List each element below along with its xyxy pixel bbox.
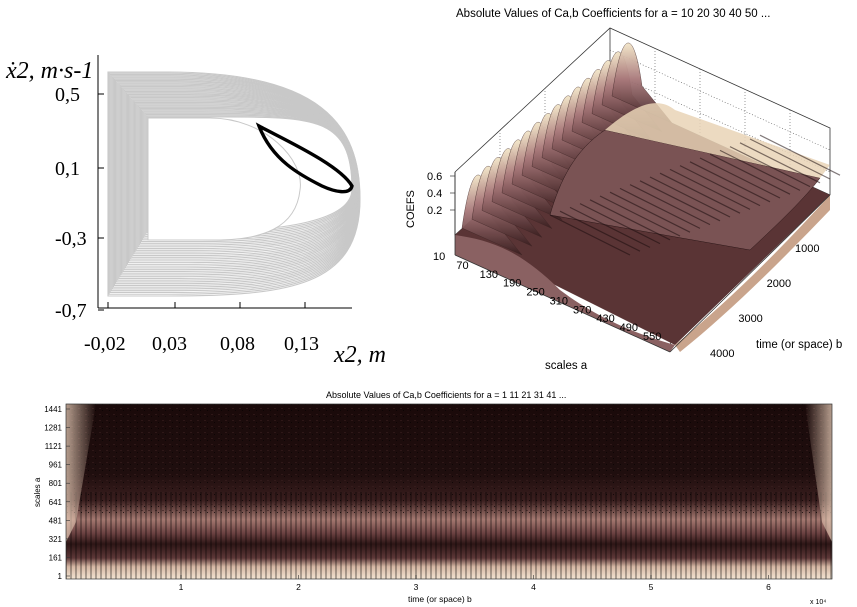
scalogram-x-tick-label: 2: [296, 582, 301, 592]
surface-x-axis-label: scales a: [545, 360, 588, 372]
scalogram-x-tick-label: 5: [649, 582, 654, 592]
z-axis-label: COEFS: [405, 190, 417, 228]
scalogram-x-tick-label: 1: [179, 582, 184, 592]
scalogram-y-tick-label: 1441: [44, 405, 62, 414]
surface-x-tick-label: 10: [433, 251, 445, 263]
surface-mesh: [455, 42, 841, 352]
surface-x-tick-label: 370: [573, 304, 591, 316]
surface-valley-line: [649, 176, 731, 218]
surface-valley-line: [729, 146, 811, 188]
z-tick-label: 0.4: [427, 188, 442, 200]
scalogram-y-tick-label: 801: [49, 479, 63, 488]
surface-valley-line: [689, 161, 771, 203]
surface-x-tick-label: 490: [620, 322, 638, 334]
surface-3d-chart: Absolute Values of Ca,b Coefficients for…: [405, 8, 842, 372]
surface-title: Absolute Values of Ca,b Coefficients for…: [456, 8, 770, 20]
surface-x-tick-label: 310: [550, 295, 568, 307]
surface-y-tick-label: 4000: [710, 348, 734, 360]
surface-x-tick-label: 430: [596, 313, 614, 325]
x-tick-label: 0,13: [284, 333, 319, 355]
surface-valley-line: [759, 134, 841, 176]
scalogram-chart: Absolute Values of Ca,b Coefficients for…: [33, 390, 833, 606]
surface-valley-line: [659, 172, 741, 214]
heatmap-plot: [65, 403, 833, 580]
surface-valley-line: [709, 153, 791, 195]
surface-x-tick-label: 70: [456, 260, 468, 272]
surface-valley-line: [579, 203, 661, 245]
y-axis-label: ẋ2, m·s-1: [5, 58, 93, 84]
y-tick-label: 0,1: [55, 158, 80, 180]
surface-valley-line: [559, 210, 641, 252]
phase-portrait-chart: ẋ2, m·s-1 x2, m 0,5 0,1 -0,3 -0,7 -0,02 0,03…: [5, 55, 386, 368]
scalogram-x-tick-label: 6: [766, 582, 771, 592]
z-tick-label: 0.6: [427, 171, 442, 183]
y-tick-label: -0,3: [55, 228, 87, 250]
scalogram-y-tick-label: 641: [49, 498, 63, 507]
surface-valley-line: [619, 187, 701, 229]
surface-valley-line: [569, 206, 651, 248]
surface-valley-line: [679, 165, 761, 207]
x-tick-label: 0,08: [220, 333, 255, 355]
x-axis-label: x2, m: [333, 342, 386, 368]
z-tick-label: 0.2: [427, 205, 442, 217]
surface-valley-line: [669, 168, 751, 210]
surface-y-tick-label: 1000: [795, 243, 819, 255]
x-tick-label: -0,02: [84, 333, 126, 355]
surface-y-tick-label: 2000: [767, 278, 791, 290]
orbit-inner-region: [147, 117, 301, 241]
y-tick-label: -0,7: [55, 300, 87, 322]
surface-valley-line: [599, 195, 681, 237]
scalogram-y-tick-label: 161: [49, 553, 63, 562]
scalogram-x-axis-label: time (or space) b: [408, 594, 472, 604]
scalogram-title: Absolute Values of Ca,b Coefficients for…: [326, 390, 566, 400]
scalogram-y-tick-label: 1281: [44, 424, 62, 433]
surface-x-tick-label: 250: [526, 287, 544, 299]
surface-valley-line: [589, 199, 671, 241]
surface-y-tick-label: 3000: [738, 313, 762, 325]
surface-x-tick-label: 190: [503, 278, 521, 290]
surface-valley-line: [609, 191, 691, 233]
phase-gray-orbits: [107, 71, 361, 297]
surface-valley-line: [639, 180, 721, 222]
scalogram-x-tick-label: 4: [531, 582, 536, 592]
scalogram-x-tick-label: 3: [414, 582, 419, 592]
surface-valley-line: [699, 157, 781, 199]
surface-valley-line: [719, 149, 801, 191]
surface-valley-line: [629, 184, 711, 226]
y-tick-label: 0,5: [55, 84, 80, 106]
surface-y-axis-label: time (or space) b: [756, 339, 842, 351]
scalogram-y-axis-label: scales a: [33, 477, 42, 507]
surface-valley-line: [749, 138, 831, 180]
scalogram-y-tick-label: 321: [49, 535, 63, 544]
scalogram-y-tick-label: 481: [49, 516, 63, 525]
surface-x-tick-label: 130: [480, 269, 498, 281]
phase-black-orbit: [255, 122, 354, 194]
surface-ridge: [611, 42, 673, 124]
scalogram-y-tick-label: 1: [58, 572, 63, 581]
surface-valley-line: [549, 214, 631, 256]
scalogram-y-tick-label: 1121: [45, 442, 63, 451]
scalogram-y-tick-label: 961: [49, 461, 63, 470]
surface-right-band: [675, 195, 830, 352]
surface-valley-line: [739, 142, 821, 184]
x-tick-label: 0,03: [152, 333, 187, 355]
surface-x-tick-label: 550: [643, 331, 661, 343]
surface-front-band: [455, 235, 675, 352]
scalogram-x-exponent: x 10⁴: [810, 599, 826, 606]
